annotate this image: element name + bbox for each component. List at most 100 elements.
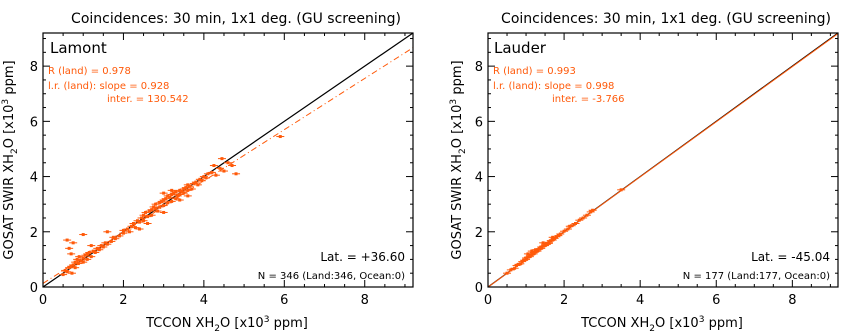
data-point <box>146 215 150 219</box>
data-point <box>182 187 186 191</box>
latitude-label: Lat. = -45.04 <box>751 250 830 264</box>
data-point <box>568 224 572 228</box>
data-point <box>186 183 190 187</box>
y-axis-label: GOSAT SWIR XH2O [x103 ppm] <box>449 60 468 259</box>
data-point <box>537 247 541 251</box>
data-point <box>150 213 154 217</box>
data-point <box>174 197 178 201</box>
data-point <box>520 260 524 264</box>
y-axis-label-part: GOSAT SWIR XH <box>2 154 17 260</box>
data-point <box>589 210 593 214</box>
x-axis-label-part: 2 <box>649 324 655 334</box>
data-point <box>79 259 83 263</box>
data-point <box>178 198 182 202</box>
data-point <box>89 255 93 259</box>
data-point <box>577 218 581 222</box>
data-point <box>184 186 188 190</box>
data-point <box>154 206 158 210</box>
data-point <box>148 209 152 213</box>
data-point <box>562 229 566 233</box>
data-point <box>532 250 536 254</box>
data-point <box>570 224 574 228</box>
site-label: Lamont <box>50 39 107 57</box>
data-point <box>138 227 142 231</box>
data-point <box>534 250 538 254</box>
data-point <box>170 193 174 197</box>
data-point <box>551 238 555 242</box>
x-tick-label: 2 <box>560 293 568 308</box>
y-tick-label: 0 <box>475 281 483 296</box>
y-axis-label-part: 2 <box>10 148 20 154</box>
plot-area <box>488 33 838 287</box>
y-axis-label-part: ppm] <box>2 60 17 98</box>
data-point <box>574 222 577 225</box>
data-point <box>528 253 532 257</box>
data-point <box>117 234 121 238</box>
data-point <box>547 241 551 245</box>
data-point <box>71 263 75 267</box>
data-point <box>166 194 170 198</box>
x-tick-label: 8 <box>361 293 369 308</box>
y-axis-label-part: O [x10 <box>450 105 465 149</box>
x-axis-label-part: 3 <box>264 315 270 325</box>
y-axis-label-part: 2 <box>458 148 468 154</box>
data-point <box>534 248 538 252</box>
data-point <box>140 216 144 220</box>
y-tick-label: 6 <box>475 115 483 130</box>
data-point <box>136 219 140 223</box>
data-point <box>188 184 192 188</box>
x-axis-label: TCCON XH2O [x103 ppm] <box>145 315 308 334</box>
data-point <box>162 198 166 202</box>
y-axis-label-part: 3 <box>1 99 11 105</box>
data-point <box>170 199 174 203</box>
chart-title: Coincidences: 30 min, 1x1 deg. (GU scree… <box>71 11 401 27</box>
data-point <box>158 201 162 205</box>
x-tick-label: 4 <box>200 293 208 308</box>
data-point <box>138 220 142 224</box>
data-point <box>152 205 156 209</box>
data-point <box>81 256 85 260</box>
data-point <box>81 260 85 264</box>
data-point <box>113 237 117 241</box>
data-point <box>194 180 198 184</box>
x-axis-label-part: ppm] <box>270 316 308 331</box>
data-point <box>222 169 226 173</box>
data-point <box>156 209 160 213</box>
data-point <box>164 197 168 201</box>
x-axis-label-part: 3 <box>699 315 705 325</box>
data-point <box>186 188 190 192</box>
data-point <box>515 263 519 267</box>
data-point <box>198 177 202 181</box>
data-point <box>186 194 190 198</box>
x-tick-label: 2 <box>119 293 127 308</box>
data-point <box>99 244 103 248</box>
y-axis-label-part: O [x10 <box>2 105 17 149</box>
data-point <box>178 193 182 197</box>
data-point <box>85 257 89 261</box>
x-tick-label: 0 <box>39 293 47 308</box>
data-point <box>526 255 530 259</box>
stat-r: R (land) = 0.978 <box>48 66 131 77</box>
data-point <box>516 262 520 266</box>
x-axis-label-part: O [x10 <box>220 316 264 331</box>
data-point <box>71 241 75 245</box>
data-point <box>162 204 166 208</box>
site-label: Lauder <box>494 39 547 57</box>
data-point <box>196 183 200 187</box>
data-point <box>526 252 530 256</box>
x-tick-label: 6 <box>712 293 720 308</box>
data-point <box>204 176 208 180</box>
plot-frame <box>42 32 414 288</box>
data-point <box>192 181 196 185</box>
data-point <box>206 172 210 176</box>
data-point <box>91 249 95 253</box>
data-point <box>162 191 166 195</box>
y-tick-label: 2 <box>475 226 483 241</box>
data-point <box>70 271 74 275</box>
data-point <box>524 256 528 260</box>
data-point <box>230 164 234 168</box>
data-point <box>75 257 79 261</box>
data-point <box>556 234 560 238</box>
data-point <box>178 188 182 192</box>
x-tick-label: 8 <box>788 293 796 308</box>
